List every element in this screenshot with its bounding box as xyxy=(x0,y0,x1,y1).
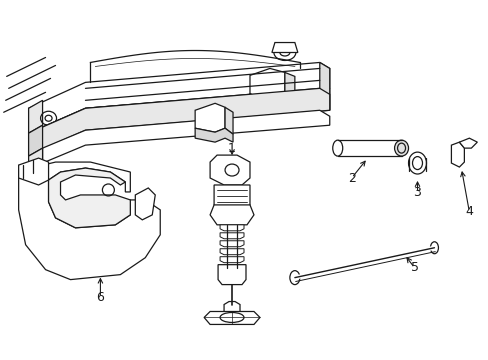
Polygon shape xyxy=(29,62,329,133)
Polygon shape xyxy=(249,93,294,115)
Text: 5: 5 xyxy=(410,261,418,274)
Polygon shape xyxy=(285,72,294,100)
Text: 6: 6 xyxy=(96,291,104,304)
Polygon shape xyxy=(203,311,260,324)
Polygon shape xyxy=(214,185,249,212)
Polygon shape xyxy=(29,148,42,172)
Polygon shape xyxy=(29,88,329,155)
Polygon shape xyxy=(220,233,244,239)
Text: 3: 3 xyxy=(413,186,421,199)
Polygon shape xyxy=(135,188,155,220)
Polygon shape xyxy=(29,125,42,156)
Polygon shape xyxy=(220,257,244,263)
Polygon shape xyxy=(224,107,233,134)
Polygon shape xyxy=(195,103,224,132)
Polygon shape xyxy=(29,100,42,133)
Polygon shape xyxy=(19,162,160,280)
Ellipse shape xyxy=(394,140,407,156)
Polygon shape xyxy=(319,62,329,110)
Text: 4: 4 xyxy=(465,205,472,219)
Polygon shape xyxy=(220,249,244,255)
Polygon shape xyxy=(210,205,253,225)
Polygon shape xyxy=(218,265,245,285)
Polygon shape xyxy=(19,158,48,185)
Polygon shape xyxy=(271,42,297,53)
Polygon shape xyxy=(220,225,244,231)
Text: 2: 2 xyxy=(347,171,355,185)
Polygon shape xyxy=(195,128,233,142)
Polygon shape xyxy=(210,155,249,185)
Polygon shape xyxy=(450,142,464,167)
Polygon shape xyxy=(249,68,285,100)
Text: 1: 1 xyxy=(227,141,236,155)
Polygon shape xyxy=(29,88,329,155)
Polygon shape xyxy=(220,241,244,247)
Polygon shape xyxy=(458,138,476,148)
Polygon shape xyxy=(224,302,240,315)
Polygon shape xyxy=(48,168,130,228)
Polygon shape xyxy=(42,110,329,163)
